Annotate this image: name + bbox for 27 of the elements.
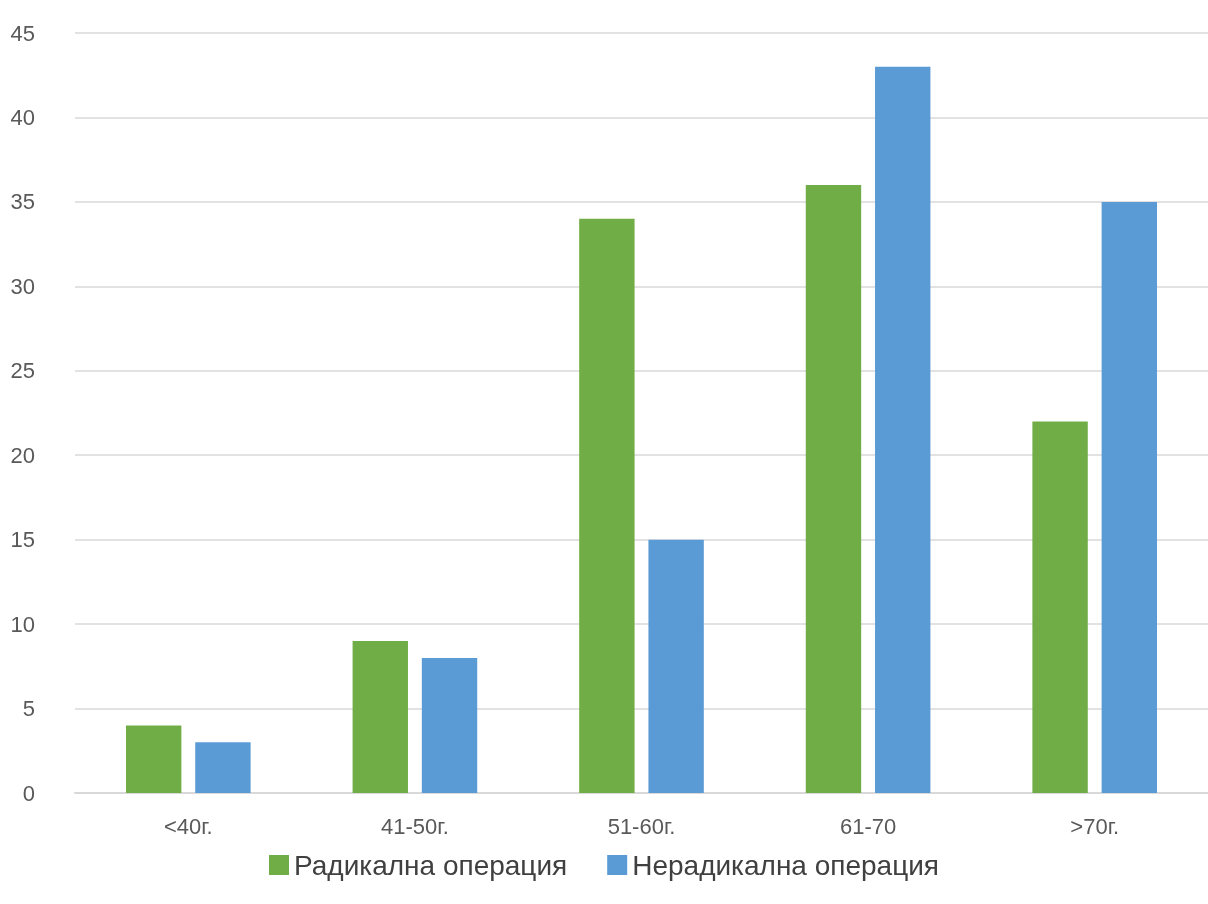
legend-label: Радикална операция bbox=[294, 849, 568, 881]
x-tick-label: 41-50г. bbox=[381, 813, 449, 839]
y-tick-label: 15 bbox=[10, 527, 35, 553]
x-tick-label: >70г. bbox=[1070, 813, 1120, 839]
bar bbox=[195, 742, 251, 793]
y-tick-label: 35 bbox=[10, 189, 35, 215]
y-tick-label: 25 bbox=[10, 358, 35, 384]
bar bbox=[805, 185, 862, 793]
bar bbox=[352, 641, 408, 793]
x-tick-label: <40г. bbox=[163, 813, 213, 839]
y-tick-label: 40 bbox=[10, 104, 35, 130]
bar bbox=[421, 657, 478, 793]
bar bbox=[875, 66, 931, 793]
bar bbox=[1032, 421, 1088, 793]
x-tick-label: 61-70 bbox=[839, 813, 897, 839]
legend-label: Нерадикална операция bbox=[632, 849, 939, 881]
bar bbox=[579, 218, 635, 793]
bar bbox=[125, 725, 182, 793]
bar bbox=[648, 539, 704, 793]
y-tick-label: 0 bbox=[22, 780, 35, 806]
y-tick-label: 20 bbox=[10, 442, 35, 468]
y-tick-label: 10 bbox=[10, 611, 35, 637]
y-tick-label: 45 bbox=[10, 20, 35, 46]
y-tick-label: 30 bbox=[10, 273, 35, 299]
bar bbox=[1101, 201, 1158, 793]
x-tick-label: 51-60г. bbox=[607, 813, 676, 839]
y-tick-label: 5 bbox=[22, 696, 35, 722]
